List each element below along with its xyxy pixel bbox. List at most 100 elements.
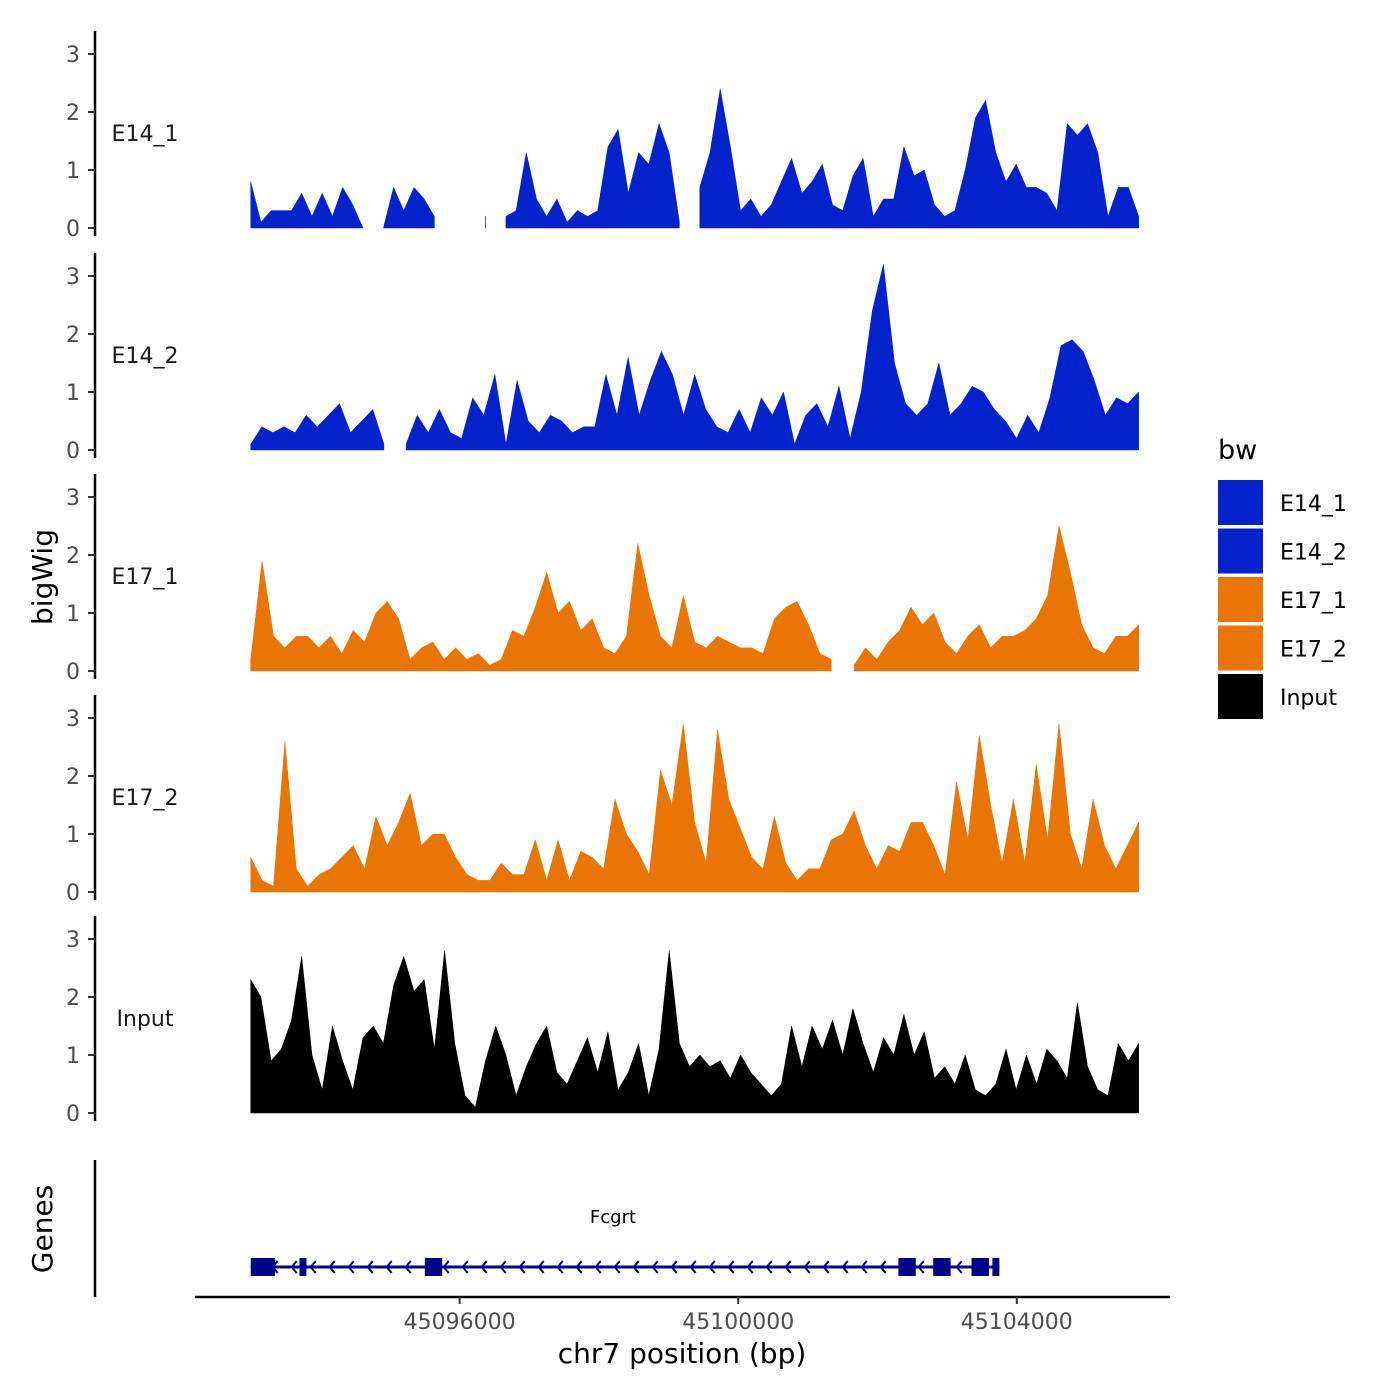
strand-arrow — [461, 1260, 469, 1274]
strand-arrow — [404, 1260, 412, 1274]
x-tick-label: 45100000 — [682, 1310, 794, 1335]
strand-arrow — [784, 1260, 792, 1274]
strand-arrow — [955, 1260, 963, 1274]
y-tick-label: 2 — [66, 544, 80, 569]
coverage-area-Input-0 — [250, 950, 1139, 1114]
gene-exon — [971, 1258, 989, 1276]
legend-swatch — [1218, 480, 1263, 525]
strand-arrow — [480, 1260, 488, 1274]
y-tick-label: 0 — [66, 881, 80, 906]
strand-arrow — [746, 1260, 754, 1274]
legend-entry-E17_2: E17_2 — [1218, 625, 1347, 671]
legend-entry-E14_2: E14_2 — [1218, 528, 1347, 574]
gene-exon — [424, 1258, 443, 1276]
y-tick-label: 2 — [66, 765, 80, 790]
strand-arrow — [385, 1260, 393, 1274]
y-tick-label: 2 — [66, 986, 80, 1011]
coverage-area-E17_1-1 — [853, 525, 1139, 672]
legend-entry-Input: Input — [1218, 674, 1337, 719]
track-E14_1: 0 1 2 3 E14_1 — [66, 31, 1139, 242]
legend-entry-E14_1: E14_1 — [1218, 480, 1347, 525]
y-tick-label: 3 — [66, 707, 80, 732]
coverage-area-E17_1-0 — [250, 543, 832, 672]
legend-swatch — [1218, 577, 1263, 622]
strand-arrow — [442, 1260, 450, 1274]
y-tick-label: 3 — [66, 928, 80, 953]
strand-arrow — [518, 1260, 526, 1274]
legend-label: E14_1 — [1280, 492, 1347, 517]
gene-exon — [992, 1258, 1000, 1276]
legend: bw E14_1 E14_2 E17_1 E17_2 Input — [1218, 435, 1347, 719]
track-label-E17_2: E17_2 — [112, 786, 179, 811]
legend-entry-E17_1: E17_1 — [1218, 577, 1347, 622]
legend-entries: E14_1 E14_2 E17_1 E17_2 Input — [1218, 480, 1347, 719]
track-Input: 0 1 2 3 Input — [66, 916, 1139, 1127]
strand-arrow — [328, 1260, 336, 1274]
y-tick-label: 2 — [66, 323, 80, 348]
legend-title: bw — [1218, 435, 1257, 466]
strand-arrow — [879, 1260, 887, 1274]
strand-arrow — [860, 1260, 868, 1274]
legend-label: E17_2 — [1280, 638, 1347, 663]
strand-arrow — [765, 1260, 773, 1274]
bigwig-tracks: 0 1 2 3 E14_1 0 1 2 3 E14_2 0 1 2 3 E17_1 0 1 2 3 E17_2 0 1 2 3… — [66, 31, 1139, 1127]
strand-arrow — [290, 1260, 298, 1274]
x-axis-ticks: 45096000 45100000 45104000 — [404, 1297, 1073, 1335]
gene-exon — [933, 1258, 951, 1276]
x-tick-label: 45104000 — [961, 1310, 1073, 1335]
legend-label: E17_1 — [1280, 589, 1347, 614]
coverage-area-E14_1-3 — [505, 122, 680, 229]
strand-arrow — [822, 1260, 830, 1274]
legend-swatch — [1218, 625, 1263, 671]
coverage-area-E14_1-1 — [383, 186, 435, 229]
strand-arrow — [689, 1260, 697, 1274]
strand-arrow — [727, 1260, 735, 1274]
y-tick-label: 1 — [66, 1044, 80, 1069]
strand-arrow — [651, 1260, 659, 1274]
y-tick-label: 3 — [66, 486, 80, 511]
strand-arrow — [556, 1260, 564, 1274]
y-tick-label: 1 — [66, 602, 80, 627]
y-tick-label: 2 — [66, 101, 80, 126]
strand-arrow — [366, 1260, 374, 1274]
strand-arrow — [670, 1260, 678, 1274]
legend-label: E14_2 — [1280, 541, 1347, 566]
strand-arrow — [309, 1260, 317, 1274]
strand-arrow — [613, 1260, 621, 1274]
strand-arrow — [708, 1260, 716, 1274]
x-tick-label: 45096000 — [404, 1310, 516, 1335]
genes-panel: Genes Fcgrt 45096000 45100000 45104000 chr… — [26, 1160, 1170, 1370]
legend-label: Input — [1280, 686, 1337, 711]
y-axis-title: bigWig — [26, 529, 59, 625]
legend-swatch — [1218, 674, 1263, 719]
track-label-E17_1: E17_1 — [112, 565, 179, 590]
y-tick-label: 1 — [66, 159, 80, 184]
strand-arrow — [347, 1260, 355, 1274]
gene-exon — [250, 1258, 276, 1276]
track-E14_2: 0 1 2 3 E14_2 — [66, 253, 1139, 464]
legend-swatch — [1218, 528, 1263, 574]
y-tick-label: 0 — [66, 439, 80, 464]
coverage-area-E14_1-4 — [699, 88, 1139, 229]
gene-exon — [299, 1258, 307, 1276]
strand-arrow — [594, 1260, 602, 1274]
strand-arrow — [917, 1260, 925, 1274]
gene-exon — [898, 1258, 916, 1276]
y-tick-label: 0 — [66, 660, 80, 685]
strand-arrow — [575, 1260, 583, 1274]
x-axis-title: chr7 position (bp) — [558, 1337, 807, 1370]
track-label-Input: Input — [117, 1007, 174, 1032]
genes-axis-label: Genes — [26, 1185, 59, 1273]
track-label-E14_2: E14_2 — [112, 344, 179, 369]
gene-name-label: Fcgrt — [590, 1207, 636, 1228]
gene-models: Fcgrt — [250, 1207, 1000, 1276]
y-tick-label: 3 — [66, 43, 80, 68]
coverage-area-E17_2-0 — [250, 723, 1139, 893]
track-E17_2: 0 1 2 3 E17_2 — [66, 695, 1139, 906]
track-E17_1: 0 1 2 3 E17_1 — [66, 474, 1139, 685]
y-tick-label: 3 — [66, 265, 80, 290]
coverage-area-E14_2-1 — [405, 264, 1139, 451]
strand-arrow — [537, 1260, 545, 1274]
coverage-area-E14_2-0 — [250, 403, 385, 451]
